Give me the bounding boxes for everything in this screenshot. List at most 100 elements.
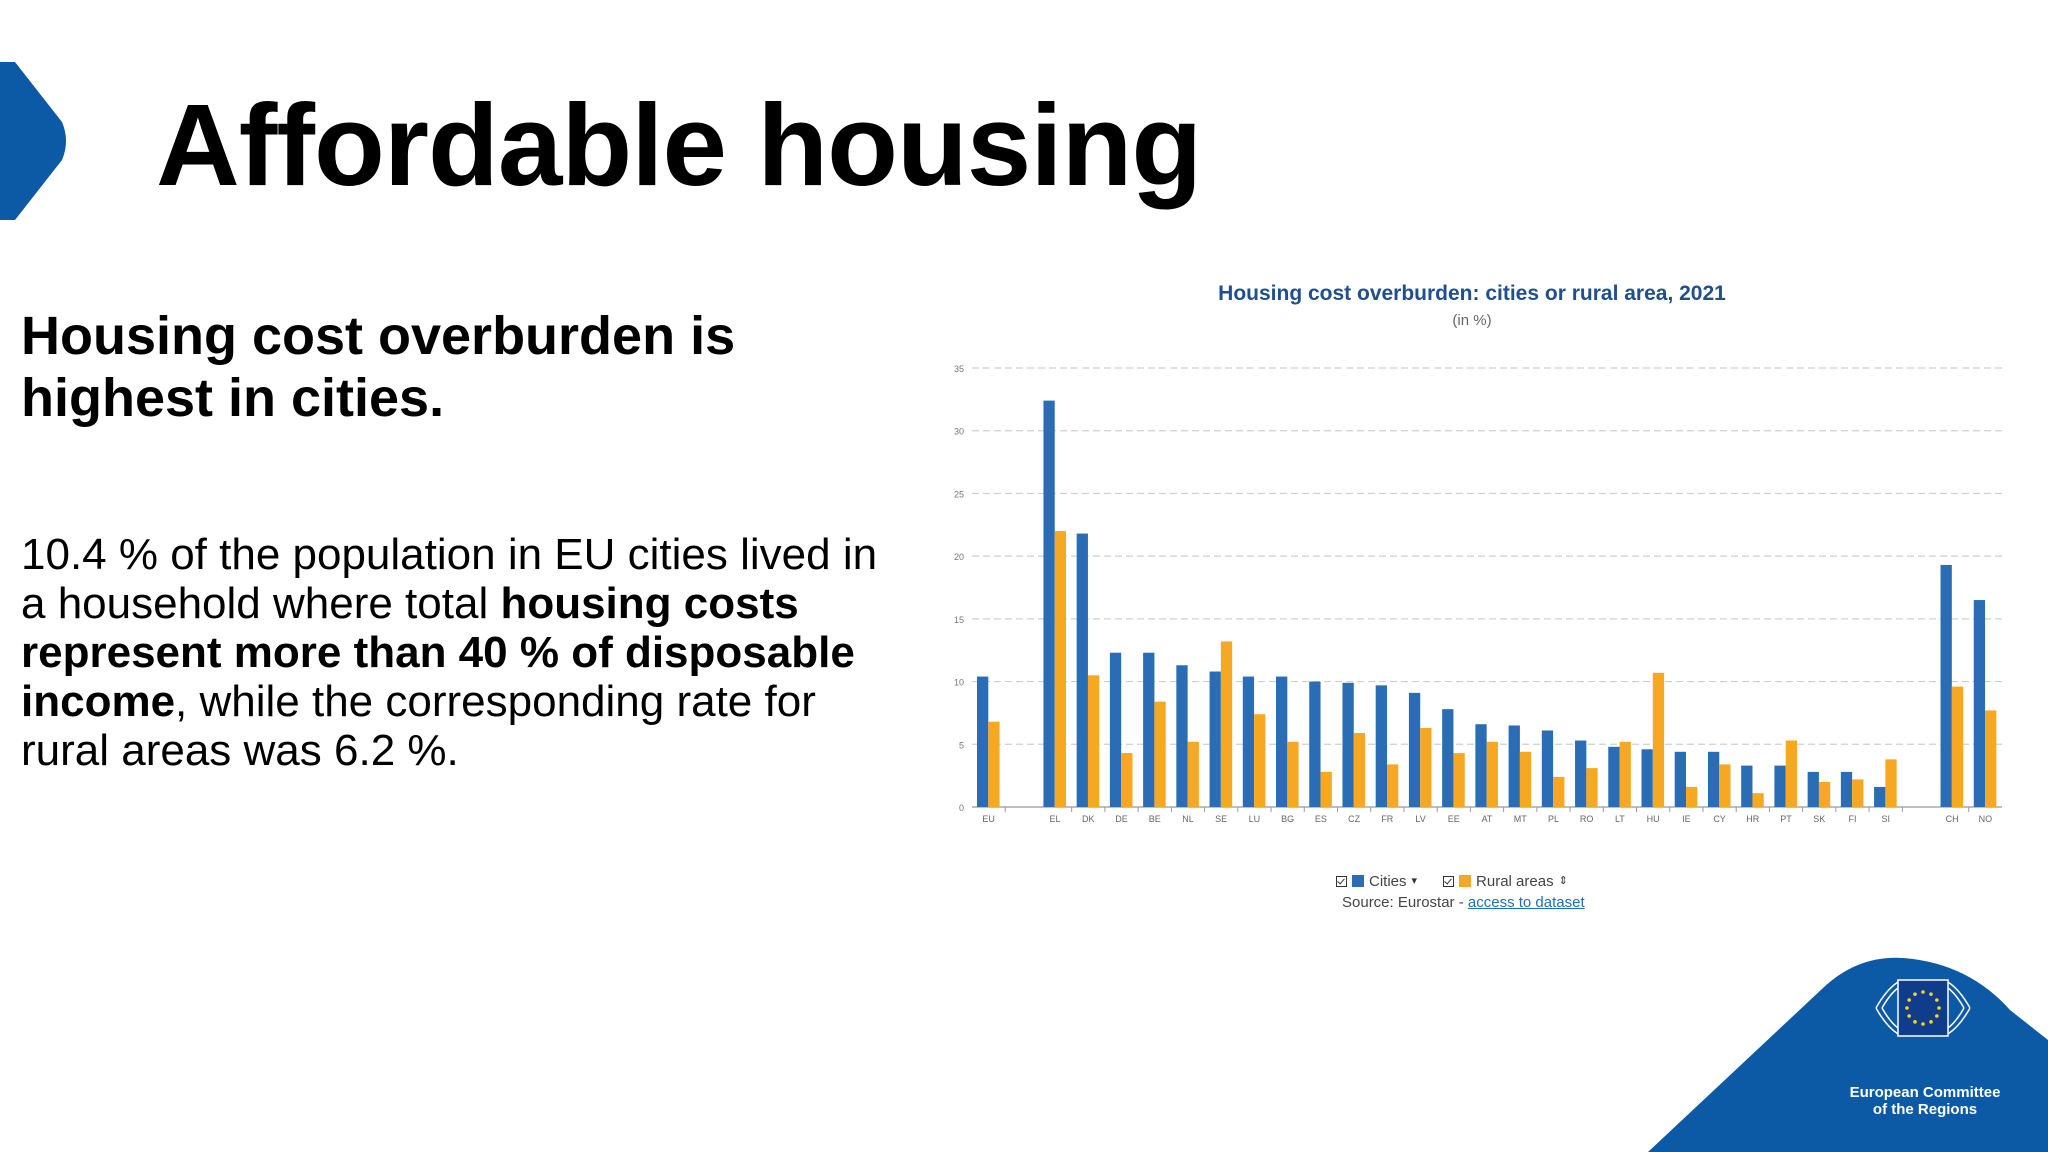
x-tick-label: NO — [1979, 814, 1993, 824]
corner-decoration — [1648, 957, 2048, 1152]
bar — [1486, 741, 1498, 807]
bar — [1342, 682, 1354, 807]
bar — [1985, 710, 1997, 807]
x-tick-label: LT — [1615, 814, 1625, 824]
logo-text-line1: European Committee — [1849, 1084, 2001, 1101]
legend-label-rural: Rural areas — [1476, 872, 1554, 890]
eu-star-icon — [1907, 998, 1911, 1002]
x-tick-label: PT — [1780, 814, 1792, 824]
bar — [1143, 652, 1155, 807]
body-text-part1: 10.4 % of the population in EU cities li… — [21, 530, 878, 628]
bar — [1874, 786, 1886, 807]
bar — [1719, 764, 1731, 807]
bar — [1951, 686, 1964, 807]
y-tick-label: 15 — [954, 615, 964, 625]
y-tick-label: 10 — [954, 678, 964, 688]
bar — [1087, 675, 1100, 807]
logo-text-line2: of the Regions — [1872, 1101, 1978, 1118]
x-tick-label: DE — [1115, 814, 1128, 824]
bar — [1674, 751, 1687, 807]
bar-chart: Housing cost overburden: cities or rural… — [954, 282, 2002, 824]
bar — [1774, 765, 1786, 807]
bar — [1309, 681, 1321, 807]
bar — [1885, 759, 1897, 807]
eu-star-icon — [1921, 990, 1925, 994]
legend-item-rural[interactable]: Rural areas ⇕ — [1443, 873, 1568, 890]
checkbox-icon[interactable] — [1443, 875, 1455, 887]
bar — [1109, 652, 1122, 807]
bar — [1154, 701, 1166, 807]
eu-star-icon — [1935, 1014, 1939, 1018]
dataset-link[interactable]: access to dataset — [1467, 894, 1585, 911]
body-text-part2: , while the corresponding rate for rural… — [21, 677, 816, 775]
legend-label-cities: Cities — [1369, 872, 1407, 890]
x-tick-label: FI — [1848, 814, 1856, 824]
bar — [1187, 741, 1199, 807]
bar — [1508, 725, 1520, 807]
bar — [1608, 746, 1620, 807]
bar — [1686, 786, 1698, 807]
bar — [1973, 600, 1986, 807]
page-title: Affordable housing — [156, 80, 1202, 210]
x-tick-label: SK — [1813, 814, 1825, 824]
chart-subtitle: (in %) — [1452, 312, 1491, 329]
bar — [1353, 732, 1366, 807]
bar — [1220, 641, 1233, 807]
sort-icon[interactable]: ⇕ — [1558, 874, 1568, 887]
x-tick-label: EE — [1448, 814, 1460, 824]
bar — [1209, 671, 1221, 807]
x-tick-label: SI — [1881, 814, 1890, 824]
labels-layer: 0 5 10 15 20 25 30 35 EU EL DK DE BE NL SE LU BG ES CZ FR LV… — [954, 364, 1992, 824]
bar — [1475, 724, 1487, 807]
bar — [1940, 564, 1952, 807]
bar — [1176, 665, 1188, 807]
bar — [1575, 740, 1587, 807]
x-tick-label: MT — [1514, 814, 1527, 824]
x-tick-label: NL — [1182, 814, 1194, 824]
rural-swatch — [1459, 875, 1472, 887]
x-tick-label: LV — [1415, 814, 1425, 824]
bar — [1453, 753, 1465, 807]
y-tick-label: 35 — [954, 364, 964, 374]
bar — [1852, 779, 1864, 807]
x-tick-label: CZ — [1348, 814, 1360, 824]
bar — [1276, 676, 1288, 807]
bar — [1420, 727, 1432, 807]
x-tick-label: LU — [1249, 814, 1261, 824]
chart-container: Housing cost overburden: cities or rural… — [940, 270, 2020, 920]
european-committee-logo-icon — [1875, 979, 1971, 1037]
cities-swatch — [1352, 875, 1364, 887]
x-tick-label: CY — [1713, 814, 1726, 824]
x-tick-label: EL — [1050, 814, 1061, 824]
bar — [1519, 751, 1532, 807]
eu-star-icon — [1935, 998, 1939, 1002]
eu-star-icon — [1937, 1006, 1941, 1010]
sort-down-icon[interactable]: ▾ — [1411, 874, 1418, 887]
chevron-arrow-icon — [0, 62, 66, 220]
bar — [1408, 692, 1421, 807]
bar — [1652, 672, 1665, 807]
eu-stars — [1905, 990, 1941, 1026]
bar — [1785, 740, 1797, 807]
x-tick-label: HR — [1746, 814, 1759, 824]
bar — [1553, 776, 1565, 807]
bar — [1386, 764, 1399, 807]
x-tick-label: SE — [1215, 814, 1227, 824]
x-tick-label: HU — [1647, 814, 1660, 824]
x-tick-label: AT — [1482, 814, 1493, 824]
x-tick-label: BG — [1281, 814, 1294, 824]
y-tick-label: 0 — [959, 803, 964, 813]
bar — [1741, 765, 1753, 807]
bar — [976, 676, 989, 807]
bar — [1320, 771, 1332, 807]
x-tick-label: PL — [1548, 814, 1559, 824]
bar — [1043, 400, 1055, 807]
eu-star-icon — [1907, 1014, 1911, 1018]
y-tick-label: 25 — [954, 489, 964, 499]
eu-star-icon — [1929, 1020, 1933, 1024]
x-tick-label: ES — [1315, 814, 1327, 824]
eu-star-icon — [1929, 992, 1933, 996]
checkbox-icon[interactable] — [1336, 875, 1347, 887]
legend-item-cities[interactable]: Cities ▾ — [1336, 873, 1417, 890]
